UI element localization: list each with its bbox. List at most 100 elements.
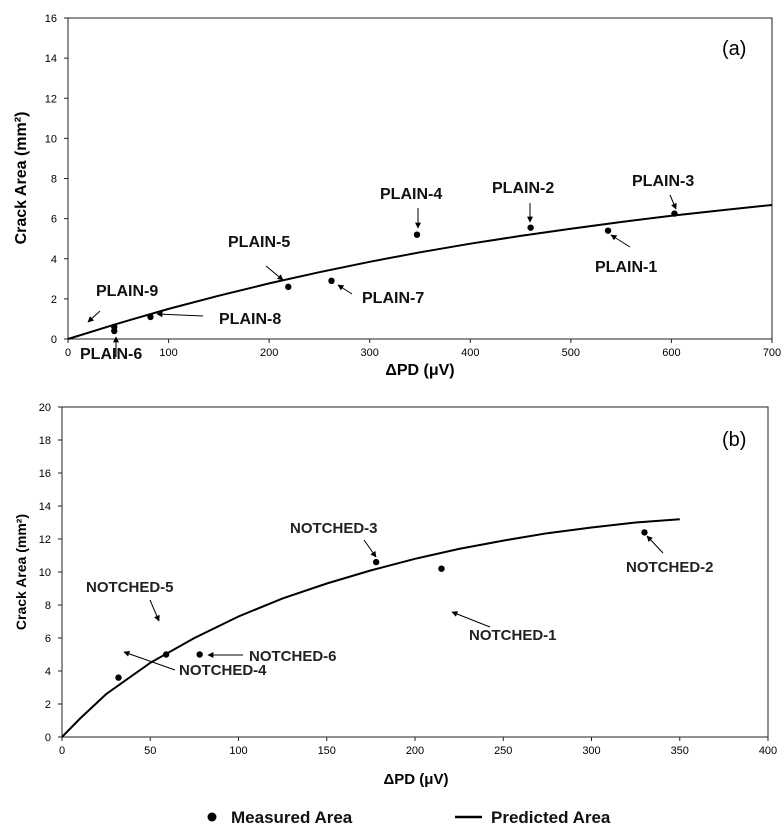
- panel-a-x-tick-label-3: 300: [361, 347, 379, 359]
- panel-a-y-tick-label-7: 14: [45, 53, 57, 65]
- panel-b-label: (b): [722, 429, 746, 451]
- panel-b-y-tick-label-9: 18: [39, 435, 51, 447]
- panel-b-x-ticks: 0 50 100 150 200 250 300 350 400: [59, 737, 777, 757]
- panel-b-x-tick-label-4: 200: [406, 745, 424, 757]
- panel-a-y-axis-title: Crack Area (mm²): [13, 112, 30, 245]
- panel-b-y-tick-label-1: 2: [45, 699, 51, 711]
- panel-a-annotation-plain-1: PLAIN-1: [595, 259, 657, 276]
- panel-b-annotation-notched-3: NOTCHED-3: [290, 520, 378, 537]
- panel-a-x-tick-label-0: 0: [65, 347, 71, 359]
- panel-a-annotation-arrow-plain-7: [337, 284, 353, 295]
- panel-b-annotation-notched-2: NOTCHED-2: [626, 559, 714, 576]
- panel-b-y-axis-title: Crack Area (mm²): [13, 514, 29, 630]
- panel-b-annotation-notched-5: NOTCHED-5: [86, 579, 174, 596]
- panel-a-y-tick-label-0: 0: [51, 334, 57, 346]
- panel-a-annotation-plain-2: PLAIN-2: [492, 180, 554, 197]
- panel-a-predicted-curve: [67, 204, 773, 340]
- panel-b: 0 50 100 150 200 250 300 350 400 0 2 4 6 8 10 12 14 16 18…: [13, 402, 777, 788]
- panel-b-annotation-arrow-notched-2: [646, 535, 664, 554]
- panel-a-annotation-plain-6: PLAIN-6: [80, 346, 142, 363]
- panel-b-y-tick-label-2: 4: [45, 666, 51, 678]
- panel-a-annotations: PLAIN-1 PLAIN-2 PLAIN-3 PLAIN-4 PLAIN-5 PLAIN…: [80, 173, 694, 363]
- panel-a-x-tick-label-5: 500: [562, 347, 580, 359]
- panel-b-y-tick-label-5: 10: [39, 567, 51, 579]
- panel-b-point-notched-5: [162, 651, 170, 658]
- panel-a-points: [111, 210, 678, 335]
- panel-b-point-notched-1: [438, 565, 445, 572]
- panel-a-annotation-arrow-plain-1: [610, 234, 631, 248]
- panel-b-y-ticks: 0 2 4 6 8 10 12 14 16 18 20: [39, 402, 62, 744]
- panel-b-x-tick-label-0: 0: [59, 745, 65, 757]
- panel-b-y-tick-label-4: 8: [45, 600, 51, 612]
- panel-b-y-tick-label-10: 20: [39, 402, 51, 414]
- panel-a-point-plain-7: [328, 277, 335, 285]
- panel-b-annotation-arrow-notched-1: [451, 611, 491, 628]
- panel-a-y-ticks: 0 2 4 6 8 10 12 14 16: [45, 13, 68, 346]
- legend-measured-label: Measured Area: [231, 808, 353, 827]
- panel-a-annotation-plain-5: PLAIN-5: [228, 234, 290, 251]
- legend-predicted-label: Predicted Area: [491, 808, 611, 827]
- panel-a-point-plain-2: [527, 224, 534, 231]
- panel-a: 0 100 200 300 400 500 600 700 0 2 4 6 8 10 12 14 16 PLA…: [13, 13, 781, 379]
- panel-b-annotation-notched-6: NOTCHED-6: [249, 648, 337, 665]
- panel-b-annotation-notched-1: NOTCHED-1: [469, 627, 557, 644]
- panel-a-x-tick-label-2: 200: [260, 347, 278, 359]
- panel-b-annotation-arrow-notched-4: [123, 650, 176, 671]
- panel-a-point-plain-5: [285, 283, 292, 291]
- panel-b-y-tick-label-7: 14: [39, 501, 51, 513]
- panel-a-y-tick-label-1: 2: [51, 294, 57, 306]
- panel-b-y-tick-label-3: 6: [45, 633, 51, 645]
- panel-b-point-notched-3: [372, 558, 380, 566]
- panel-a-annotation-plain-9: PLAIN-9: [96, 283, 158, 300]
- panel-b-y-tick-label-6: 12: [39, 534, 51, 546]
- panel-a-x-tick-label-4: 400: [461, 347, 479, 359]
- panel-b-points: [115, 529, 648, 681]
- panel-a-annotation-arrow-plain-3: [669, 194, 677, 210]
- legend-measured-marker: [207, 812, 217, 822]
- panel-b-point-notched-6: [196, 651, 203, 658]
- panel-a-x-tick-label-6: 600: [662, 347, 680, 359]
- panel-b-x-tick-label-1: 50: [144, 745, 156, 757]
- panel-a-point-plain-1: [604, 227, 612, 234]
- panel-a-x-tick-label-7: 700: [763, 347, 781, 359]
- panel-a-x-tick-label-1: 100: [159, 347, 177, 359]
- panel-a-x-ticks: 0 100 200 300 400 500 600 700: [65, 339, 781, 359]
- legend: Measured Area Predicted Area: [207, 808, 611, 827]
- panel-a-point-plain-3: [671, 210, 678, 217]
- panel-a-annotation-arrow-plain-5: [265, 265, 284, 281]
- panel-b-x-tick-label-3: 150: [318, 745, 336, 757]
- panel-a-y-tick-label-5: 10: [45, 133, 57, 145]
- panel-a-label: (a): [722, 38, 746, 60]
- panel-a-annotation-arrow-plain-9: [87, 310, 101, 323]
- panel-b-x-axis-title: ΔPD (μV): [384, 771, 449, 788]
- panel-a-annotation-plain-7: PLAIN-7: [362, 290, 424, 307]
- panel-a-y-tick-label-3: 6: [51, 214, 57, 226]
- panel-b-annotations: NOTCHED-1NOTCHED-2NOTCHED-3NOTCHED-4NOTC…: [86, 520, 714, 679]
- panel-b-annotation-arrow-notched-3: [363, 539, 377, 558]
- panel-b-x-tick-label-2: 100: [229, 745, 247, 757]
- panel-a-annotation-arrow-plain-8: [156, 311, 204, 318]
- panel-a-annotation-plain-3: PLAIN-3: [632, 173, 694, 190]
- panel-a-annotation-plain-4: PLAIN-4: [380, 186, 442, 203]
- panel-b-point-notched-2: [641, 529, 648, 536]
- panel-a-annotation-plain-8: PLAIN-8: [219, 311, 281, 328]
- panel-b-annotation-notched-4: NOTCHED-4: [179, 662, 267, 679]
- panel-a-point-plain-8: [147, 313, 154, 321]
- panel-a-y-tick-label-6: 12: [45, 93, 57, 105]
- panel-a-point-plain-4: [413, 231, 421, 238]
- panel-b-y-tick-label-8: 16: [39, 468, 51, 480]
- panel-b-x-tick-label-7: 350: [671, 745, 689, 757]
- panel-b-x-tick-label-6: 300: [582, 745, 600, 757]
- panel-a-y-tick-label-2: 4: [51, 254, 57, 266]
- panel-b-point-notched-4: [115, 674, 122, 681]
- panel-a-y-tick-label-8: 16: [45, 13, 57, 25]
- panel-b-predicted-curve: [61, 518, 680, 738]
- panel-b-y-tick-label-0: 0: [45, 732, 51, 744]
- panel-b-annotation-arrow-notched-5: [149, 599, 160, 622]
- panel-a-y-tick-label-4: 8: [51, 174, 57, 186]
- panel-b-x-tick-label-5: 250: [494, 745, 512, 757]
- panel-b-x-tick-label-8: 400: [759, 745, 777, 757]
- panel-a-x-axis-title: ΔPD (μV): [385, 362, 454, 379]
- panel-a-point-plain-9: [111, 323, 118, 331]
